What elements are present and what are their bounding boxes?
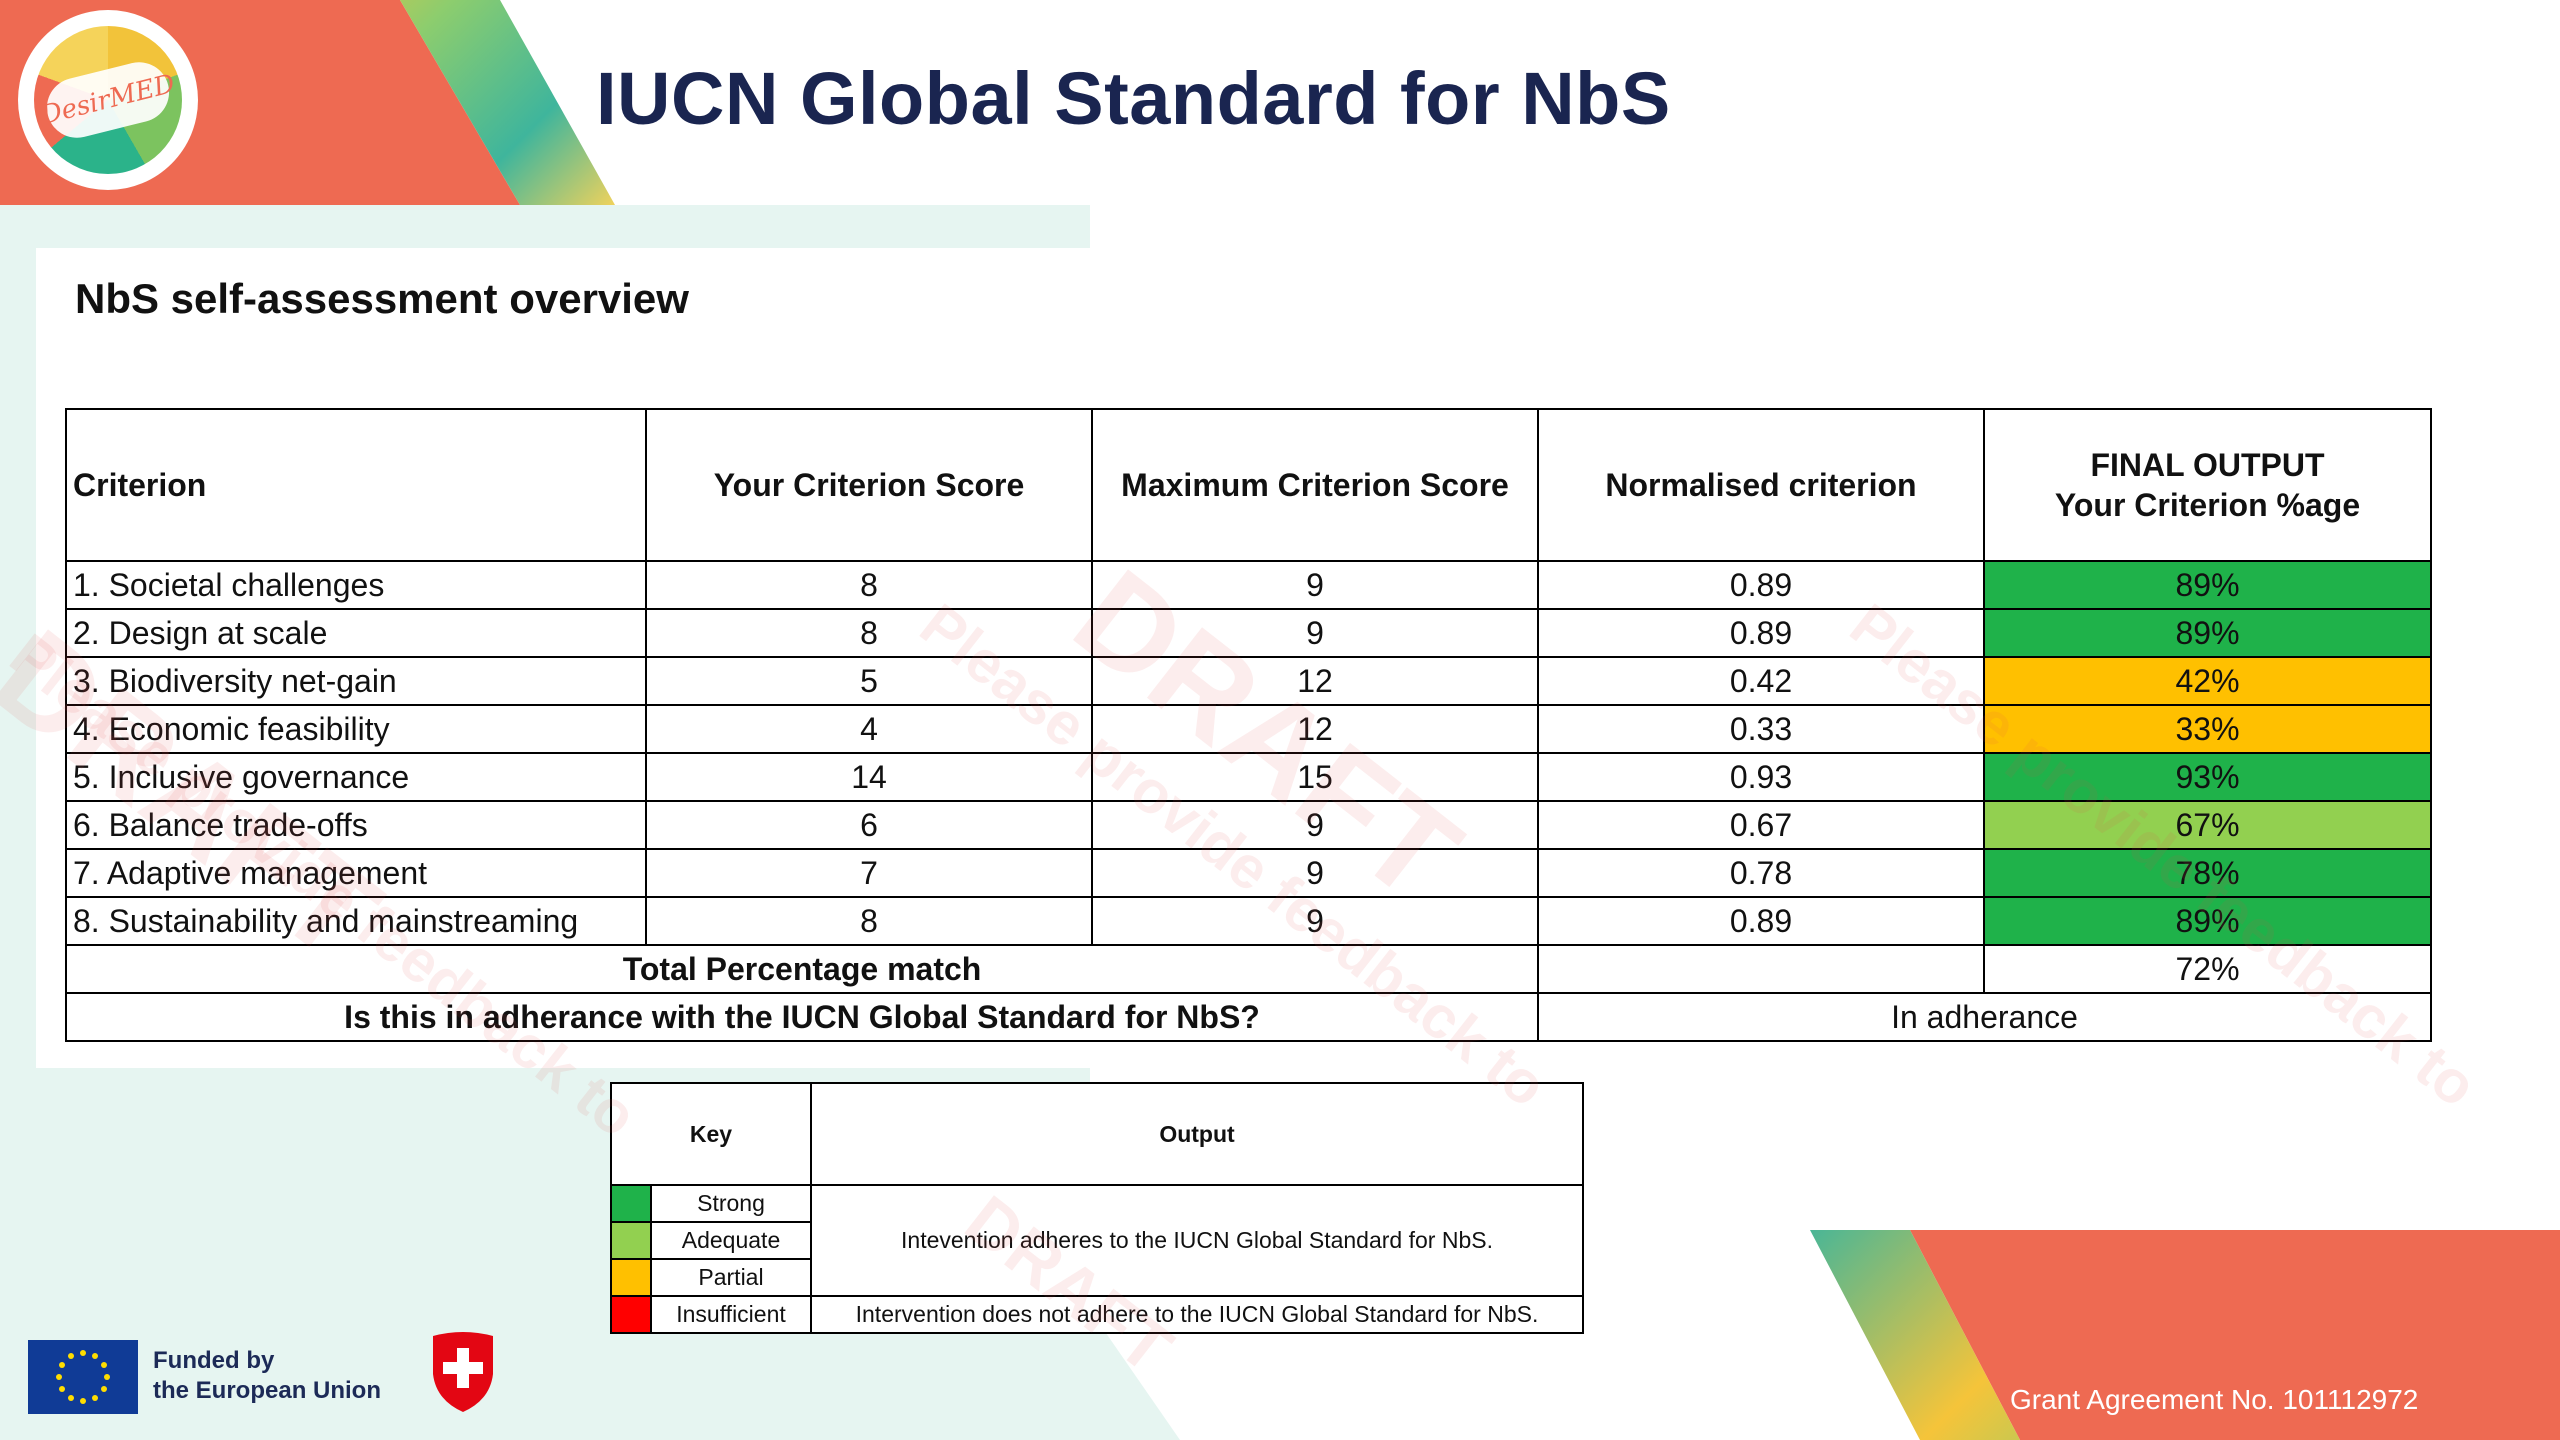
key-swatch-partial (610, 1258, 652, 1297)
row-percentage: 89% (1983, 560, 2432, 610)
adherence-row: Is this in adherance with the IUCN Globa… (65, 992, 2432, 1042)
row-normalised: 0.89 (1537, 608, 1985, 658)
key-row-adequate: Adequate (610, 1221, 1583, 1260)
row-percentage: 33% (1983, 704, 2432, 754)
table-row: 8. Sustainability and mainstreaming 8 9 0.8… (65, 896, 2432, 946)
header-max-score: Maximum Criterion Score (1091, 408, 1539, 562)
key-output-adheres: Intevention adheres to the IUCN Global S… (810, 1184, 1584, 1297)
eu-funding-text: Funded by the European Union (153, 1346, 381, 1406)
key-output-not-adheres: Intervention does not adhere to the IUCN… (810, 1295, 1584, 1334)
total-value: 72% (1983, 944, 2432, 994)
key-header-row: Key Output (610, 1082, 1584, 1186)
key-header-output: Output (810, 1082, 1584, 1186)
page-title: IUCN Global Standard for NbS (596, 57, 1671, 140)
total-row: Total Percentage match 72% (65, 944, 2432, 994)
eu-funding-line1: Funded by (153, 1347, 275, 1374)
desirmed-logo: DesirMED (26, 18, 190, 182)
row-percentage: 67% (1983, 800, 2432, 850)
table-row: 1. Societal challenges 8 9 0.89 89% (65, 560, 2432, 610)
row-your-score: 14 (645, 752, 1093, 802)
key-label-partial: Partial (650, 1258, 812, 1297)
key-table: Key Output Strong Intevention adheres to… (610, 1082, 1584, 1334)
key-label-strong: Strong (650, 1184, 812, 1223)
row-max-score: 9 (1091, 608, 1539, 658)
key-row-partial: Partial (610, 1258, 1583, 1297)
row-percentage: 93% (1983, 752, 2432, 802)
row-max-score: 9 (1091, 896, 1539, 946)
key-label-insufficient: Insufficient (650, 1295, 812, 1334)
key-row-strong: Strong Intevention adheres to the IUCN G… (610, 1184, 1584, 1297)
table-header-row: Criterion Your Criterion Score Maximum C… (65, 408, 2432, 562)
total-empty-cell (1537, 944, 1985, 994)
adherence-answer: In adherance (1537, 992, 2432, 1042)
table-row: 3. Biodiversity net-gain 5 12 0.42 42% (65, 656, 2432, 706)
header-criterion: Criterion (65, 408, 647, 562)
row-max-score: 15 (1091, 752, 1539, 802)
row-criterion: 4. Economic feasibility (65, 704, 647, 754)
row-normalised: 0.78 (1537, 848, 1985, 898)
grant-agreement-text: Grant Agreement No. 101112972 (2010, 1384, 2419, 1415)
row-criterion: 7. Adaptive management (65, 848, 647, 898)
row-percentage: 78% (1983, 848, 2432, 898)
header-final-output: FINAL OUTPUT Your Criterion %age (1983, 408, 2432, 562)
row-your-score: 8 (645, 608, 1093, 658)
total-label: Total Percentage match (65, 944, 1539, 994)
table-row: 2. Design at scale 8 9 0.89 89% (65, 608, 2432, 658)
row-normalised: 0.33 (1537, 704, 1985, 754)
header-your-score: Your Criterion Score (645, 408, 1093, 562)
key-swatch-strong (610, 1184, 652, 1223)
row-your-score: 5 (645, 656, 1093, 706)
row-your-score: 6 (645, 800, 1093, 850)
row-your-score: 4 (645, 704, 1093, 754)
corner-decoration-bottom-right (1910, 1230, 2560, 1440)
table-row: 6. Balance trade-offs 6 9 0.67 67% (65, 800, 2432, 850)
row-max-score: 9 (1091, 848, 1539, 898)
row-normalised: 0.67 (1537, 800, 1985, 850)
header-final-output-line1: FINAL OUTPUT (2090, 447, 2325, 483)
row-normalised: 0.89 (1537, 560, 1985, 610)
swiss-shield-icon (428, 1330, 498, 1414)
section-title: NbS self-assessment overview (75, 275, 689, 322)
key-swatch-adequate (610, 1221, 652, 1260)
table-row: 7. Adaptive management 7 9 0.78 78% (65, 848, 2432, 898)
header-normalised: Normalised criterion (1537, 408, 1985, 562)
row-max-score: 12 (1091, 704, 1539, 754)
row-percentage: 89% (1983, 608, 2432, 658)
key-header-key: Key (610, 1082, 812, 1186)
row-criterion: 8. Sustainability and mainstreaming (65, 896, 647, 946)
table-row: 5. Inclusive governance 14 15 0.93 93% (65, 752, 2432, 802)
header-final-output-line2: Your Criterion %age (2054, 487, 2361, 523)
row-criterion: 1. Societal challenges (65, 560, 647, 610)
table-row: 4. Economic feasibility 4 12 0.33 33% (65, 704, 2432, 754)
row-normalised: 0.89 (1537, 896, 1985, 946)
eu-funding-line2: the European Union (153, 1377, 381, 1404)
row-your-score: 8 (645, 896, 1093, 946)
row-criterion: 2. Design at scale (65, 608, 647, 658)
row-max-score: 9 (1091, 800, 1539, 850)
row-your-score: 7 (645, 848, 1093, 898)
row-percentage: 89% (1983, 896, 2432, 946)
key-label-adequate: Adequate (650, 1221, 812, 1260)
row-percentage: 42% (1983, 656, 2432, 706)
key-swatch-insufficient (610, 1295, 652, 1334)
row-your-score: 8 (645, 560, 1093, 610)
adherence-question: Is this in adherance with the IUCN Globa… (65, 992, 1539, 1042)
row-max-score: 9 (1091, 560, 1539, 610)
row-normalised: 0.42 (1537, 656, 1985, 706)
eu-flag-icon (28, 1340, 138, 1414)
row-max-score: 12 (1091, 656, 1539, 706)
key-row-insufficient: Insufficient Intervention does not adher… (610, 1295, 1584, 1334)
assessment-table: Criterion Your Criterion Score Maximum C… (65, 408, 2432, 1042)
row-criterion: 5. Inclusive governance (65, 752, 647, 802)
row-normalised: 0.93 (1537, 752, 1985, 802)
row-criterion: 6. Balance trade-offs (65, 800, 647, 850)
row-criterion: 3. Biodiversity net-gain (65, 656, 647, 706)
